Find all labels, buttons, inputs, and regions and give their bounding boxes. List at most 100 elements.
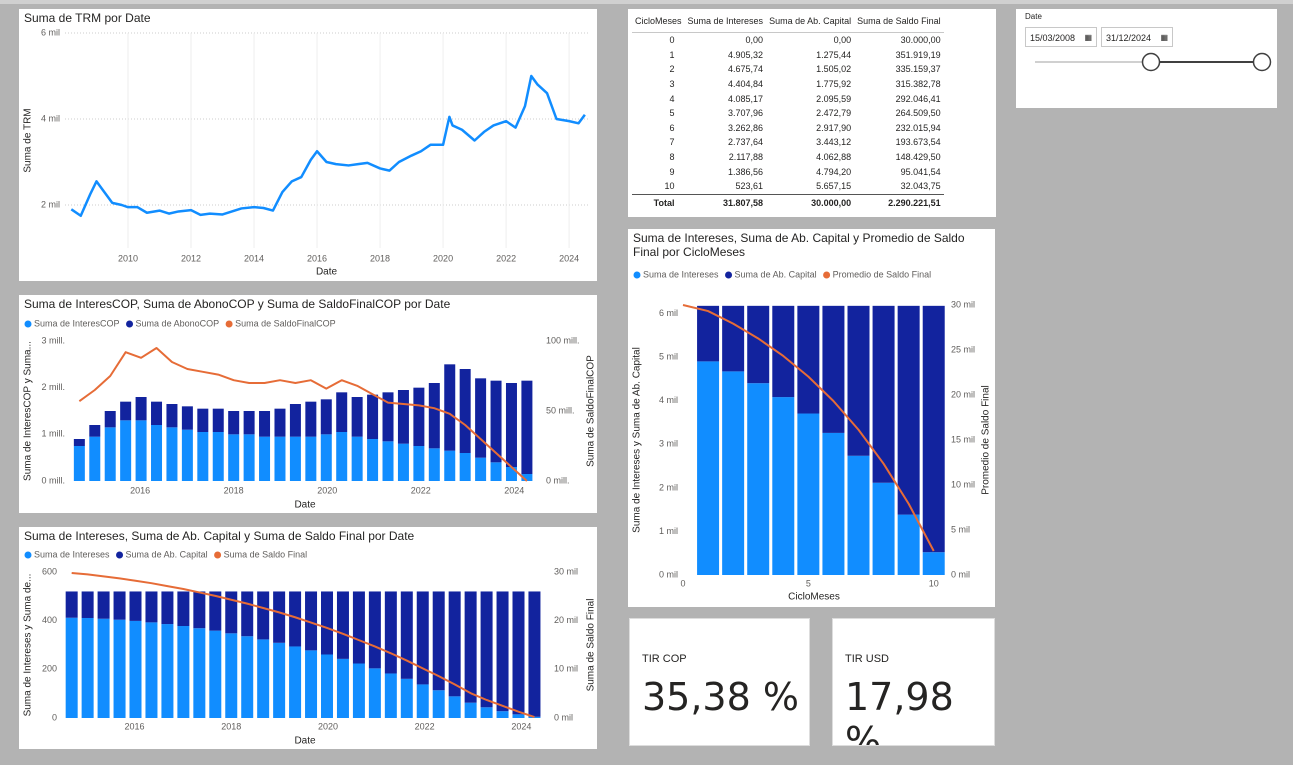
table-cell: 4.085,17 xyxy=(728,93,764,104)
bar xyxy=(368,668,381,718)
table-row: 5 3.707,96 2.472,79 264.509,50 xyxy=(632,106,944,121)
bar xyxy=(505,383,517,467)
bar xyxy=(382,441,394,481)
data-table: CicloMeses Suma de Intereses Suma de Ab. C… xyxy=(632,13,944,211)
bar xyxy=(273,642,286,718)
x-tick-label: 2022 xyxy=(411,485,431,495)
y-tick-label: 5 mil xyxy=(659,352,678,362)
table-cell: 4.675,74 xyxy=(728,64,764,75)
slider-handle[interactable] xyxy=(1141,52,1161,72)
y-tick-label: 4 mil xyxy=(41,113,60,123)
bar xyxy=(305,591,318,651)
y2-tick-label: 25 mil xyxy=(951,344,975,354)
table-cell: 95.041,54 xyxy=(900,166,941,177)
bar xyxy=(321,591,334,655)
table-cell: 2.472,79 xyxy=(816,108,852,119)
top-bar xyxy=(0,0,1293,4)
legend-label: Suma de Saldo Final xyxy=(224,549,308,559)
start-date[interactable]: 15/03/2008 ▦ xyxy=(1025,27,1097,47)
bar xyxy=(104,427,116,481)
table-cell: 3.443,12 xyxy=(816,137,852,148)
table-cell: 2 xyxy=(669,64,675,75)
legend-label: Suma de AbonoCOP xyxy=(136,318,220,328)
bar xyxy=(197,432,209,481)
card-value: 17,98 % xyxy=(845,675,954,746)
x-tick-label: 2022 xyxy=(496,253,516,263)
chart-svg: 0 mil 1 mil 2 mil 3 mil 4 mil 5 mil 6 mil 0 mil… xyxy=(632,269,992,602)
line xyxy=(71,571,535,718)
header-row: CicloMeses Suma de Intereses Suma de Ab. C… xyxy=(632,13,944,33)
table-row: 9 1.386,56 4.794,20 95.041,54 xyxy=(632,164,944,179)
bar xyxy=(65,591,78,618)
bar xyxy=(289,591,302,647)
table-row: 0 0,00 0,00 30.000,00 xyxy=(632,33,944,48)
x-tick-label: 2024 xyxy=(504,485,524,495)
bar xyxy=(490,380,502,463)
bar xyxy=(475,378,487,458)
table-cell: 2.095,59 xyxy=(816,93,852,104)
y-tick-label: 2 mill. xyxy=(41,382,65,392)
bar xyxy=(289,436,301,481)
bar xyxy=(289,404,301,437)
bar xyxy=(336,392,348,432)
x-tick-label: 2020 xyxy=(433,253,453,263)
table-cell: 30.000,00 xyxy=(900,35,941,46)
y2-tick-label: 100 mill. xyxy=(546,335,580,345)
bar xyxy=(166,427,178,481)
bar xyxy=(161,591,174,625)
legend-label: Suma de Intereses xyxy=(643,269,719,279)
bar xyxy=(822,305,845,433)
calendar-icon: ▦ xyxy=(1160,33,1168,42)
bar xyxy=(444,450,456,481)
bar xyxy=(321,654,334,718)
card-label: TIR USD xyxy=(845,653,889,665)
bar xyxy=(320,434,332,481)
end-date[interactable]: 31/12/2024 ▦ xyxy=(1101,27,1173,47)
table-cell: 7 xyxy=(669,137,675,148)
bar xyxy=(336,591,349,659)
chart-svg: 0 200 400 600 0 mil 10 mil 20 mil 30 mil 2016 201… xyxy=(23,549,597,746)
table-cell: 232.015,94 xyxy=(895,122,941,133)
column-header: CicloMeses xyxy=(632,13,685,33)
table-cell: 6 xyxy=(669,122,675,133)
chart-panel: Suma de InteresCOP, Suma de AbonoCOP y S… xyxy=(19,295,597,513)
bar xyxy=(490,462,502,481)
bar xyxy=(480,707,493,718)
bar xyxy=(697,361,720,575)
bar xyxy=(113,619,126,718)
legend-marker xyxy=(126,320,134,328)
line xyxy=(70,74,586,217)
bar xyxy=(259,411,271,437)
bar xyxy=(847,305,870,456)
x-tick-label: 2020 xyxy=(317,485,337,495)
table-cell: 0,00 xyxy=(745,35,764,46)
y-tick-label: 600 xyxy=(42,566,57,576)
x-tick-label: 2012 xyxy=(181,253,201,263)
x-tick-label: 10 xyxy=(929,578,939,588)
bar xyxy=(135,420,147,481)
y2-axis-title: Promedio de Saldo Final xyxy=(981,385,992,495)
slider-handle[interactable] xyxy=(1252,52,1272,72)
chart-svg: 0 mill. 1 mill. 2 mill. 3 mill. 0 mill. 50 mi… xyxy=(23,318,597,510)
bar xyxy=(400,591,413,679)
y2-tick-label: 0 mil xyxy=(951,569,970,579)
bar xyxy=(772,305,795,398)
bar xyxy=(922,552,945,575)
legend-marker xyxy=(116,551,124,559)
y2-tick-label: 15 mil xyxy=(951,434,975,444)
y2-tick-label: 0 mill. xyxy=(546,475,570,485)
bar xyxy=(352,591,365,664)
chart-panel: Suma de TRM por Date 2 mil 4 mil 6 mil 2010 2… xyxy=(19,9,597,281)
bar xyxy=(120,401,132,421)
bar xyxy=(367,439,379,481)
bar xyxy=(496,711,509,718)
legend-marker xyxy=(633,271,641,279)
table-cell: 1.775,92 xyxy=(816,79,852,90)
table-row: 7 2.737,64 3.443,12 193.673,54 xyxy=(632,135,944,150)
bar xyxy=(428,383,440,449)
bar xyxy=(151,401,163,425)
table-cell: 523,61 xyxy=(735,181,764,192)
y2-tick-label: 30 mil xyxy=(951,299,975,309)
total-cell: 30.000,00 xyxy=(766,193,855,211)
